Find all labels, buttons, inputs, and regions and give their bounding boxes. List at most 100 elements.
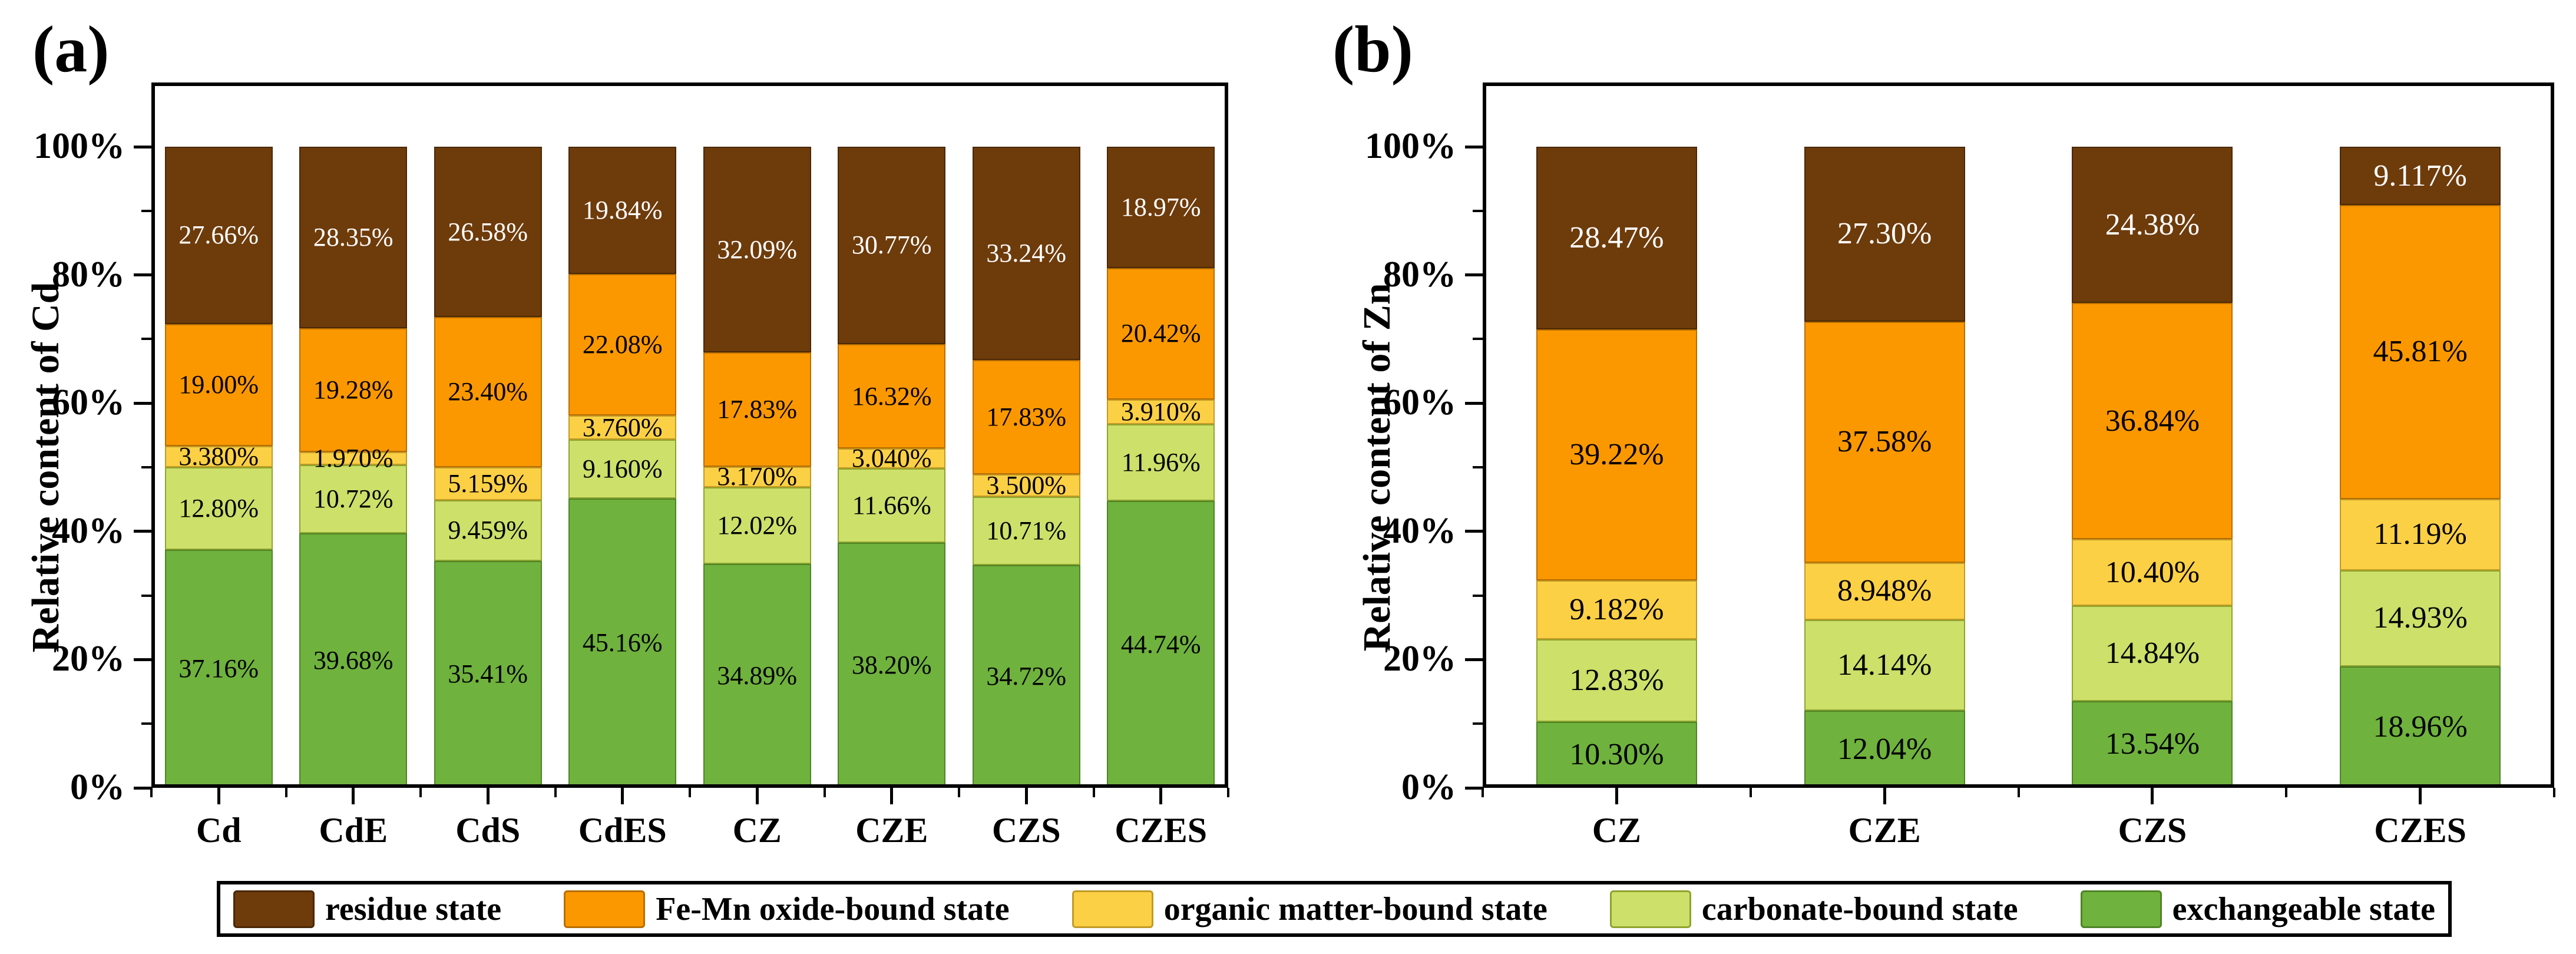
bar-value-label: 5.159% xyxy=(448,468,528,498)
y-tick-label: 20% xyxy=(1383,639,1456,679)
x-major-tick xyxy=(486,788,490,804)
bar-segment-carbonate-bound-state xyxy=(2072,606,2233,701)
bar-segment-Fe-Mn-oxide-bound-state xyxy=(703,352,811,467)
bar-value-label: 33.24% xyxy=(986,238,1067,268)
bar-value-label: 14.93% xyxy=(2373,601,2468,635)
x-major-tick xyxy=(755,788,759,804)
bar-value-label: 9.182% xyxy=(1569,593,1664,627)
x-minor-tick xyxy=(2017,788,2020,797)
bar-value-label: 23.40% xyxy=(448,377,528,407)
bar-value-label: 12.04% xyxy=(1837,732,1932,766)
y-minor-tick xyxy=(1473,466,1483,468)
bar-segment-Fe-Mn-oxide-bound-state xyxy=(1107,268,1215,400)
bar-segment-carbonate-bound-state xyxy=(838,468,946,543)
bar-segment-carbonate-bound-state xyxy=(703,487,811,565)
bar-value-label: 13.54% xyxy=(2105,727,2200,761)
bar-value-label: 20.42% xyxy=(1120,319,1201,348)
x-major-tick xyxy=(1159,788,1163,804)
bar-segment-exchangeable-state xyxy=(972,565,1080,788)
bar-value-label: 11.19% xyxy=(2373,517,2467,552)
bar-value-label: 37.58% xyxy=(1837,425,1932,459)
x-minor-tick xyxy=(285,788,287,797)
bar-value-label: 12.83% xyxy=(1569,663,1664,698)
x-minor-tick xyxy=(554,788,557,797)
bar-segment-exchangeable-state xyxy=(1536,721,1697,788)
bar-segment-residue-state xyxy=(1536,146,1697,329)
bar-value-label: 34.89% xyxy=(717,661,798,691)
x-minor-tick xyxy=(1749,788,1752,797)
y-minor-tick xyxy=(141,209,151,212)
bar-value-label: 30.77% xyxy=(851,230,932,260)
x-tick-label: CZ xyxy=(732,811,782,850)
legend-item: residue state xyxy=(233,890,501,928)
bar-value-label: 16.32% xyxy=(851,381,932,411)
x-major-tick xyxy=(1615,788,1618,804)
x-minor-tick xyxy=(958,788,960,797)
bar-value-label: 3.170% xyxy=(717,462,798,491)
panel-a-y-axis-title: Relative content of Cd xyxy=(24,282,67,653)
x-minor-tick xyxy=(1227,788,1229,797)
bar-segment-exchangeable-state xyxy=(568,498,677,788)
plot-frame xyxy=(1483,82,2554,788)
x-minor-tick xyxy=(2285,788,2288,797)
y-tick-label: 60% xyxy=(1383,382,1456,422)
bar-segment-residue-state xyxy=(703,147,811,353)
y-major-tick xyxy=(1465,658,1483,661)
bar-segment-organic-matter-bound-state xyxy=(2072,539,2233,606)
bar-segment-Fe-Mn-oxide-bound-state xyxy=(972,359,1080,474)
bar-segment-exchangeable-state xyxy=(164,549,273,788)
bar-segment-exchangeable-state xyxy=(299,533,408,788)
bar-segment-residue-state xyxy=(2072,147,2233,303)
legend-swatch-icon xyxy=(2080,890,2162,928)
bar-segment-organic-matter-bound-state xyxy=(164,445,273,468)
bar-value-label: 9.160% xyxy=(582,454,663,483)
bar-segment-organic-matter-bound-state xyxy=(1536,580,1697,640)
y-major-tick xyxy=(134,530,151,533)
bar-value-label: 19.28% xyxy=(313,375,393,405)
x-tick-label: CZS xyxy=(991,811,1061,850)
x-tick-label: CZES xyxy=(1115,811,1208,850)
y-minor-tick xyxy=(141,722,151,725)
bar-value-label: 9.117% xyxy=(2373,159,2467,193)
bar-value-label: 39.22% xyxy=(1569,438,1664,472)
bar-value-label: 18.97% xyxy=(1120,193,1201,222)
bar-value-label: 27.66% xyxy=(178,220,259,250)
bar-value-label: 14.14% xyxy=(1837,648,1932,682)
bar-value-label: 36.84% xyxy=(2105,404,2200,438)
legend-item: carbonate-bound state xyxy=(1609,890,2018,928)
bar-segment-Fe-Mn-oxide-bound-state xyxy=(299,328,408,453)
bar-value-label: 26.58% xyxy=(448,217,528,246)
bar-segment-carbonate-bound-state xyxy=(568,439,677,499)
bar-value-label: 44.74% xyxy=(1120,629,1201,659)
y-major-tick xyxy=(1465,145,1483,148)
legend-item: organic matter-bound state xyxy=(1072,890,1547,928)
bar-segment-residue-state xyxy=(2340,146,2501,206)
bar-segment-Fe-Mn-oxide-bound-state xyxy=(1804,321,1965,563)
x-minor-tick xyxy=(419,788,422,797)
panel-b-y-axis-title: Relative content of Zn xyxy=(1355,283,1398,652)
bar-segment-residue-state xyxy=(434,146,542,318)
legend-item: exchangeable state xyxy=(2080,890,2435,928)
bar-value-label: 3.040% xyxy=(851,443,932,473)
legend-label: exchangeable state xyxy=(2172,890,2435,927)
bar-value-label: 3.380% xyxy=(178,442,259,471)
y-tick-label: 80% xyxy=(52,254,125,295)
legend-item: Fe-Mn oxide-bound state xyxy=(564,890,1010,928)
bar-segment-carbonate-bound-state xyxy=(1536,639,1697,722)
bar-value-label: 34.72% xyxy=(986,662,1067,691)
bar-segment-organic-matter-bound-state xyxy=(568,415,677,440)
bar-segment-residue-state xyxy=(568,147,677,274)
x-major-tick xyxy=(217,788,220,804)
bar-segment-residue-state xyxy=(838,147,946,344)
bar-segment-Fe-Mn-oxide-bound-state xyxy=(838,344,946,449)
x-major-tick xyxy=(1883,788,1886,804)
bar-value-label: 27.30% xyxy=(1837,217,1932,251)
bar-value-label: 3.500% xyxy=(986,470,1067,500)
x-major-tick xyxy=(890,788,894,804)
bar-segment-residue-state xyxy=(164,147,273,324)
panel-a-letter: (a) xyxy=(32,13,110,86)
bar-value-label: 45.81% xyxy=(2373,335,2468,369)
panel-b-letter: (b) xyxy=(1332,13,1413,86)
y-tick-label: 100% xyxy=(34,126,125,166)
bar-value-label: 14.84% xyxy=(2105,636,2200,670)
